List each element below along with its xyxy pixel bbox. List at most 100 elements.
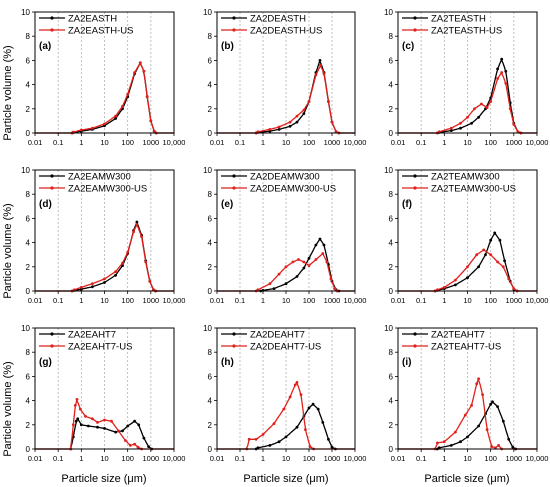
legend-label: ZA2DEAHT7-US bbox=[250, 342, 321, 353]
data-point bbox=[463, 413, 467, 417]
y-tick-label: 6 bbox=[26, 56, 31, 65]
data-point bbox=[297, 258, 300, 261]
data-point bbox=[132, 230, 136, 234]
x-tick-label: 1 bbox=[442, 296, 446, 305]
data-point bbox=[477, 265, 480, 269]
data-point bbox=[114, 117, 117, 120]
x-tick-label: 1000 bbox=[505, 454, 522, 463]
data-point bbox=[126, 250, 130, 254]
data-point bbox=[133, 71, 137, 74]
legend-marker bbox=[413, 28, 417, 32]
y-tick-label: 0 bbox=[26, 445, 31, 454]
legend-label: ZA2EASTH-US bbox=[68, 26, 133, 37]
x-tick-label: 0.01 bbox=[28, 296, 43, 305]
panel-label: (h) bbox=[221, 357, 234, 368]
legend-label: ZA2TEAMW300 bbox=[431, 172, 500, 183]
data-point bbox=[277, 272, 281, 276]
y-tick-label: 2 bbox=[389, 421, 394, 430]
panel-1: 0.01 0.1 1 10 100 1000 10,000 0 2 4 6 8 10 (a) ZA2EAST… bbox=[21, 8, 185, 147]
x-tick-label: 1 bbox=[79, 138, 83, 147]
y-tick-label: 2 bbox=[208, 105, 213, 114]
y-tick-label: 0 bbox=[208, 287, 213, 296]
legend-marker bbox=[413, 332, 417, 336]
data-point bbox=[322, 72, 326, 76]
panel-5: 0.01 0.1 1 10 100 1000 10,000 0 2 4 6 8 10 (e) ZA2DEAM… bbox=[203, 166, 366, 305]
data-point bbox=[490, 445, 493, 448]
data-point bbox=[470, 404, 473, 407]
data-point bbox=[325, 260, 329, 264]
y-tick-label: 4 bbox=[26, 397, 31, 406]
x-tick-label: 10,000 bbox=[163, 138, 186, 147]
y-axis-label-row-1: Particle volume (%) bbox=[2, 45, 14, 140]
data-point bbox=[295, 275, 299, 278]
panel-label: (d) bbox=[39, 199, 52, 210]
x-tick-label: 0.1 bbox=[416, 138, 426, 147]
data-point bbox=[261, 433, 265, 436]
data-point bbox=[307, 264, 311, 267]
data-point bbox=[511, 445, 515, 449]
data-point bbox=[254, 437, 258, 441]
x-tick-label: 10 bbox=[100, 138, 108, 147]
legend-marker bbox=[232, 344, 236, 348]
x-tick-label: 1000 bbox=[324, 454, 341, 463]
y-axis-label-row-3: Particle volume (%) bbox=[2, 361, 14, 456]
x-tick-label: 1 bbox=[261, 138, 265, 147]
data-point bbox=[149, 119, 153, 123]
data-point bbox=[442, 440, 446, 444]
data-point bbox=[507, 277, 511, 281]
x-tick-label: 10,000 bbox=[526, 454, 549, 463]
data-point bbox=[489, 100, 493, 103]
data-point bbox=[74, 419, 78, 423]
y-tick-label: 0 bbox=[208, 129, 213, 138]
x-tick-label: 1000 bbox=[142, 138, 159, 147]
data-point bbox=[142, 436, 146, 440]
data-point bbox=[91, 417, 94, 421]
data-point bbox=[314, 258, 318, 261]
x-tick-label: 1000 bbox=[142, 454, 159, 463]
y-tick-label: 0 bbox=[26, 129, 31, 138]
legend-marker bbox=[50, 28, 54, 32]
panel-6: 0.01 0.1 1 10 100 1000 10,000 0 2 4 6 8 10 (f) ZA2TEAM… bbox=[384, 166, 548, 305]
x-tick-label: 1 bbox=[442, 454, 446, 463]
panel-label: (i) bbox=[402, 357, 411, 368]
x-tick-label: 0.01 bbox=[210, 296, 225, 305]
y-tick-label: 2 bbox=[26, 105, 31, 114]
legend-marker bbox=[232, 332, 236, 336]
y-tick-label: 10 bbox=[384, 8, 393, 17]
y-tick-label: 10 bbox=[384, 166, 393, 175]
data-point bbox=[493, 231, 497, 235]
y-tick-label: 6 bbox=[208, 214, 213, 223]
legend-marker bbox=[413, 344, 417, 348]
x-tick-label: 0.1 bbox=[53, 296, 63, 305]
y-tick-label: 4 bbox=[208, 81, 213, 90]
y-tick-label: 8 bbox=[208, 190, 213, 199]
data-point bbox=[307, 100, 311, 103]
legend-marker bbox=[232, 28, 236, 32]
data-point bbox=[484, 253, 487, 257]
data-point bbox=[284, 282, 288, 286]
data-point bbox=[436, 441, 439, 445]
panel-2: 0.01 0.1 1 10 100 1000 10,000 0 2 4 6 8 10 (b) ZA2DEAS… bbox=[203, 8, 366, 147]
y-tick-label: 4 bbox=[26, 81, 31, 90]
x-tick-label: 10 bbox=[463, 296, 471, 305]
data-point bbox=[329, 277, 333, 281]
x-tick-label: 100 bbox=[303, 454, 316, 463]
data-point bbox=[477, 115, 480, 119]
x-tick-label: 100 bbox=[484, 296, 497, 305]
data-point bbox=[454, 283, 457, 287]
legend-marker bbox=[413, 186, 417, 190]
data-point bbox=[504, 82, 508, 85]
x-axis-label-col-3: Particle size (μm) bbox=[424, 473, 509, 485]
data-point bbox=[147, 445, 151, 448]
y-tick-label: 10 bbox=[203, 166, 212, 175]
data-point bbox=[466, 265, 469, 269]
data-point bbox=[71, 423, 75, 427]
x-tick-label: 0.01 bbox=[391, 454, 406, 463]
data-point bbox=[314, 73, 318, 77]
data-point bbox=[295, 114, 299, 118]
data-point bbox=[503, 259, 506, 263]
x-tick-label: 10,000 bbox=[526, 138, 549, 147]
data-point bbox=[124, 439, 127, 442]
data-point bbox=[489, 238, 493, 242]
data-point bbox=[268, 127, 272, 131]
